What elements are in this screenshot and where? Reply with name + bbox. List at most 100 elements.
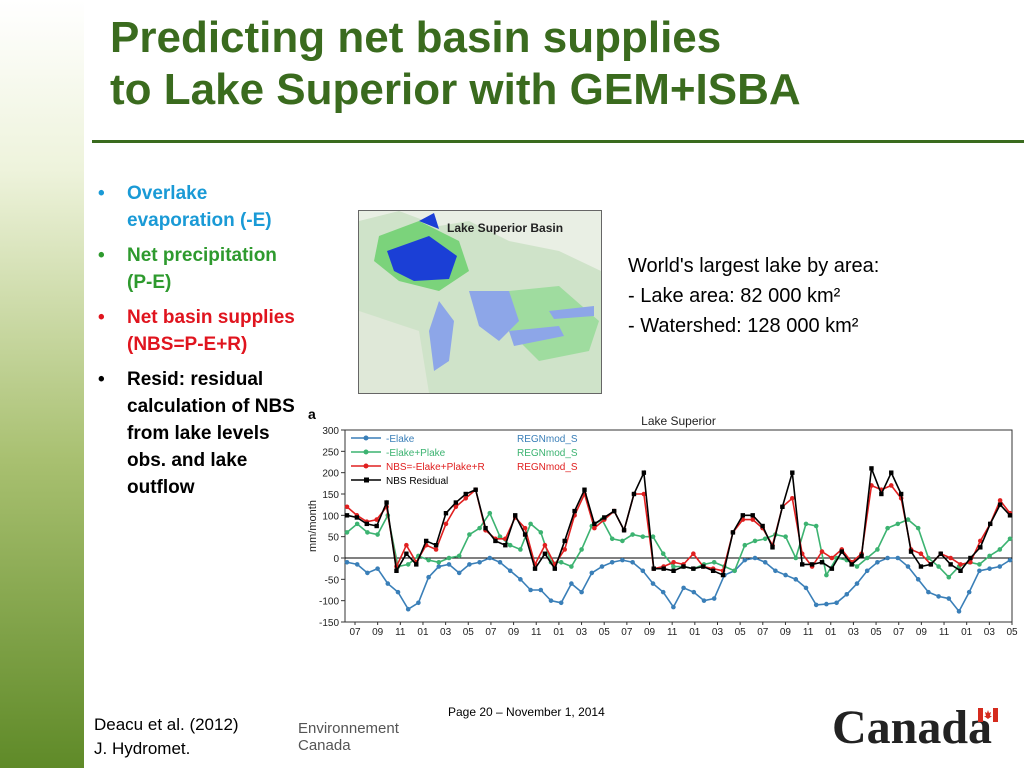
slide-title: Predicting net basin supplies to Lake Su… [110,12,801,116]
x-tick-label: 03 [440,627,452,638]
y-tick-label: 250 [322,447,339,458]
point-nbs-elake-plake-r [522,525,528,531]
point-elake-plake [507,542,513,548]
bullet-net-basin-supplies: Net basin supplies (NBS=P-E+R) [96,304,296,358]
point-elake [395,589,401,595]
point-elake-plake [895,521,901,527]
x-tick-label: 11 [395,627,406,638]
point-nbs-residual [849,562,854,567]
point-nbs-residual [898,491,904,497]
y-tick-label: 200 [322,469,339,480]
point-elake-plake [436,559,442,565]
point-nbs-residual [701,564,706,569]
point-elake-plake [864,555,870,561]
point-nbs-elake-plake-r [997,498,1003,503]
point-nbs-residual [958,568,963,573]
point-nbs-elake-plake-r [641,491,647,497]
point-elake-plake [558,559,564,565]
y-tick-label: -150 [319,618,339,629]
point-elake-plake [936,564,941,569]
point-nbs-elake-plake-r [433,547,439,552]
point-nbs-residual [879,491,884,497]
point-elake [905,564,911,569]
point-elake-plake [742,542,748,548]
point-elake-plake [518,547,523,552]
point-elake-plake [977,562,982,567]
x-tick-label: 03 [712,627,724,638]
point-elake-plake [854,564,860,569]
point-nbs-residual [760,523,765,529]
point-elake [926,589,931,595]
point-nbs-elake-plake-r [968,559,973,565]
y-tick-label: 0 [333,554,339,565]
point-elake-plake [344,530,350,535]
point-elake [691,589,697,595]
point-elake-plake [650,534,656,539]
point-elake-plake [905,517,911,522]
point-elake-plake [630,532,635,537]
point-nbs-residual [592,521,597,527]
point-nbs-residual [433,543,439,548]
point-nbs-elake-plake-r [374,517,379,522]
point-elake [844,591,850,597]
point-elake-plake [456,553,462,559]
point-nbs-residual [453,500,459,505]
point-nbs-residual [364,521,369,527]
legend-marker-elake-plake [363,449,369,455]
point-elake-plake [538,530,544,535]
x-tick-label: 11 [531,627,542,638]
point-elake-plake [640,534,646,539]
point-elake [977,568,982,574]
point-elake-plake [885,525,890,531]
point-elake [966,589,972,595]
point-nbs-elake-plake-r [542,542,548,548]
point-nbs-residual [443,511,449,516]
x-tick-label: 03 [576,627,588,638]
point-nbs-elake-plake-r [750,517,756,522]
point-nbs-elake-plake-r [404,542,409,548]
legend-entry-nbs-residual: NBS Residual [386,476,448,487]
point-nbs-residual [463,491,468,497]
x-tick-label: 05 [735,627,747,638]
legend-entry-nbs-elake-plake-r: NBS=-Elake+Plake+R [386,462,485,473]
point-nbs-residual [483,525,488,531]
point-nbs-residual [572,508,577,514]
lake-facts: World's largest lake by area: - Lake are… [628,251,879,341]
point-elake [701,598,707,603]
x-tick-label: 03 [984,627,996,638]
point-nbs-residual [750,513,755,518]
point-nbs-residual [770,545,775,550]
point-elake [946,596,952,601]
point-nbs-residual [780,504,785,509]
point-elake [467,562,472,567]
point-elake-plake [405,562,411,567]
point-nbs-residual [582,487,587,492]
legend-model-elake-plake: REGNmod_S [517,448,578,459]
point-elake [487,555,493,561]
point-elake [507,568,513,574]
point-elake-plake [926,555,931,561]
point-nbs-residual [889,470,894,475]
x-tick-label: 09 [916,627,928,638]
point-nbs-residual [513,513,518,518]
citation: Deacu et al. (2012) J. Hydromet. [94,713,239,761]
point-elake [477,559,482,565]
point-elake [558,600,564,606]
point-nbs-residual [710,568,716,573]
point-elake [569,581,574,586]
y-tick-label: -100 [319,597,339,608]
legend-marker-nbs-elake-plake-r [363,463,369,469]
y-tick-label: 50 [328,533,340,544]
point-elake [538,587,544,593]
point-nbs-residual [562,538,567,544]
bullet-list: Overlake evaporation (-E) Net precipitat… [96,180,296,509]
x-tick-label: 01 [417,627,429,638]
point-nbs-residual [354,515,360,520]
point-nbs-residual [997,502,1003,507]
x-tick-label: 07 [757,627,769,638]
point-elake-plake [711,559,717,565]
point-elake [640,568,646,574]
point-nbs-residual [394,568,399,573]
point-elake-plake [1007,536,1013,542]
nbs-chart: a Lake Superior -150 -100 -50 0 50 100 150 200 250… [300,402,1024,645]
